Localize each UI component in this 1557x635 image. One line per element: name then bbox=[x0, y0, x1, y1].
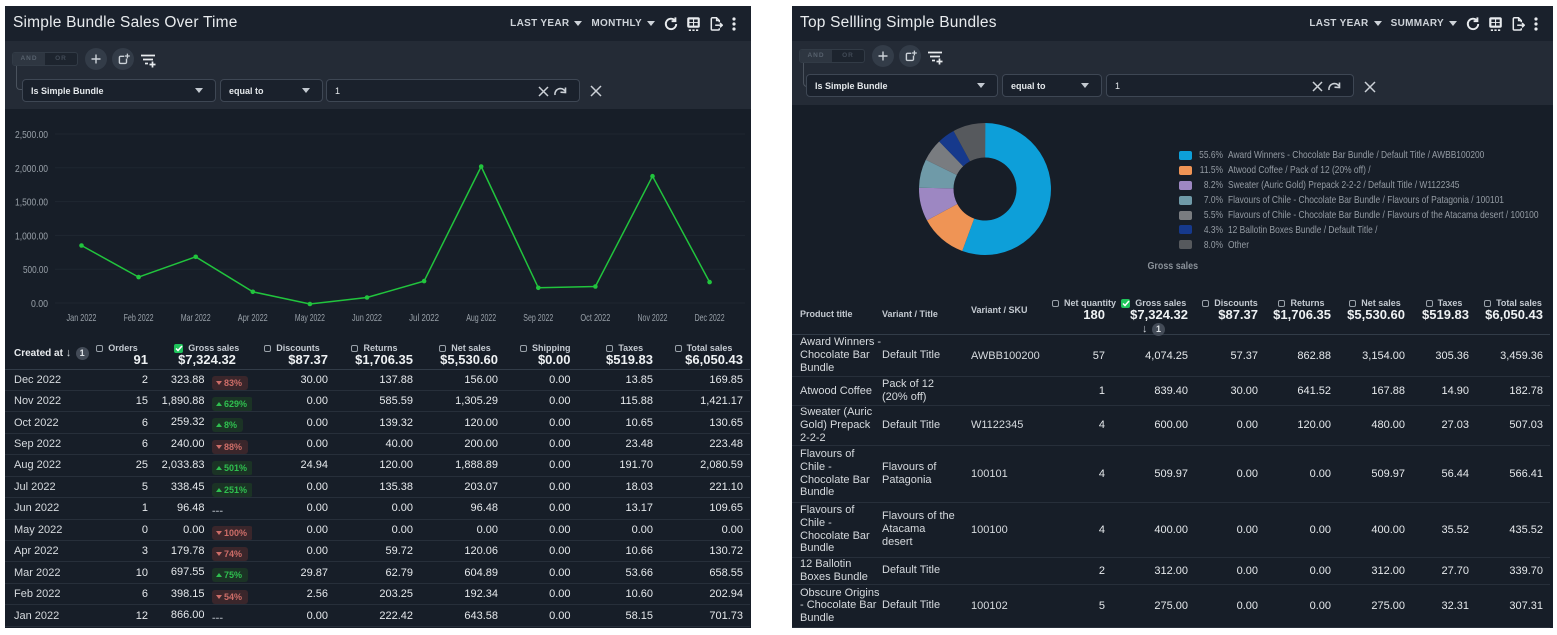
svg-text:Sep 2022: Sep 2022 bbox=[523, 312, 553, 324]
svg-text:2,000.00: 2,000.00 bbox=[15, 163, 48, 175]
svg-text:2,500.00: 2,500.00 bbox=[15, 129, 48, 141]
svg-text:Dec 2022: Dec 2022 bbox=[695, 312, 725, 324]
svg-text:Mar 2022: Mar 2022 bbox=[181, 312, 211, 324]
svg-text:Aug 2022: Aug 2022 bbox=[466, 312, 496, 324]
svg-text:Jul 2022: Jul 2022 bbox=[409, 312, 439, 324]
svg-text:May 2022: May 2022 bbox=[295, 312, 325, 324]
svg-text:Jun 2022: Jun 2022 bbox=[352, 312, 382, 324]
svg-text:Apr 2022: Apr 2022 bbox=[238, 312, 268, 324]
svg-text:Jan 2022: Jan 2022 bbox=[67, 312, 97, 324]
svg-text:Nov 2022: Nov 2022 bbox=[638, 312, 668, 324]
svg-text:1,500.00: 1,500.00 bbox=[15, 197, 48, 209]
svg-text:Oct 2022: Oct 2022 bbox=[580, 312, 610, 324]
svg-text:Feb 2022: Feb 2022 bbox=[124, 312, 154, 324]
svg-text:0.00: 0.00 bbox=[31, 298, 48, 310]
svg-text:500.00: 500.00 bbox=[23, 264, 48, 276]
svg-text:1,000.00: 1,000.00 bbox=[15, 230, 48, 242]
